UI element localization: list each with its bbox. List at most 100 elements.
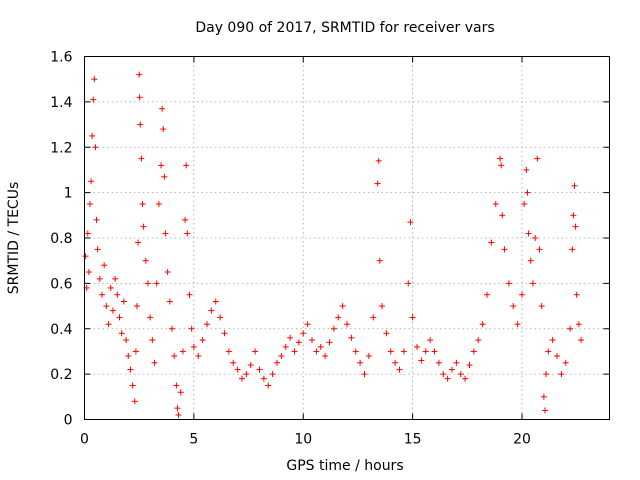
data-point <box>252 348 259 355</box>
data-point <box>243 371 250 378</box>
data-point <box>90 96 97 103</box>
data-point <box>177 389 184 396</box>
data-point <box>431 348 438 355</box>
data-point <box>387 348 394 355</box>
data-point <box>186 291 193 298</box>
data-point <box>239 375 245 382</box>
data-point <box>173 382 180 389</box>
data-point <box>188 325 195 332</box>
data-point <box>418 357 425 364</box>
data-point <box>309 337 315 344</box>
x-tick-label: 15 <box>404 432 422 448</box>
data-point <box>335 314 342 321</box>
data-point <box>142 257 149 264</box>
data-point <box>514 321 521 328</box>
data-point <box>93 216 100 223</box>
data-point <box>300 330 307 337</box>
data-point <box>379 303 385 310</box>
x-tick-label: 5 <box>189 432 198 448</box>
data-point <box>118 330 125 337</box>
data-point <box>166 298 173 305</box>
data-point <box>501 246 508 253</box>
data-point <box>136 94 143 101</box>
data-point <box>174 405 181 412</box>
data-point <box>317 343 324 350</box>
data-point <box>534 155 541 162</box>
data-point <box>195 352 202 359</box>
y-tick-label: 0.4 <box>50 322 72 338</box>
data-point <box>129 382 136 389</box>
y-tick-label: 1.6 <box>50 50 72 66</box>
data-point <box>365 352 372 359</box>
data-point <box>291 348 298 355</box>
data-point <box>123 337 130 344</box>
data-point <box>529 280 536 287</box>
data-point <box>400 348 407 355</box>
data-point <box>326 339 333 346</box>
data-point <box>352 348 359 355</box>
data-point <box>107 284 114 291</box>
tick-labels: 0 0.2 0.4 0.6 0.8 1 1.2 1.4 1.6 0 5 10 15 20 <box>50 50 531 448</box>
data-point <box>470 348 477 355</box>
data-point <box>444 375 451 382</box>
data-point <box>492 200 499 207</box>
data-point <box>339 303 346 310</box>
data-point <box>91 76 98 83</box>
data-point <box>521 200 528 207</box>
data-point <box>103 303 110 310</box>
data-point <box>409 314 416 321</box>
data-point <box>134 303 140 310</box>
data-point <box>132 348 139 355</box>
data-point <box>545 348 552 355</box>
data-point <box>247 362 254 369</box>
data-point <box>217 314 224 321</box>
data-points <box>82 71 585 418</box>
x-tick-label: 20 <box>513 432 531 448</box>
data-point <box>199 337 206 344</box>
y-tick-label: 0.8 <box>50 231 72 247</box>
data-point <box>462 375 469 382</box>
data-point <box>120 298 127 305</box>
data-point <box>525 230 532 237</box>
data-point <box>541 407 548 414</box>
data-point <box>499 212 506 219</box>
data-point <box>161 173 168 180</box>
x-axis-label: GPS time / hours <box>286 458 403 474</box>
data-point <box>523 166 530 173</box>
data-point <box>136 71 143 78</box>
data-point <box>414 343 420 350</box>
data-point <box>183 162 190 169</box>
data-point <box>361 371 368 378</box>
data-point <box>466 362 473 369</box>
data-point <box>392 359 399 366</box>
data-point <box>282 343 289 350</box>
data-point <box>313 348 320 355</box>
data-point <box>155 200 162 207</box>
data-point <box>427 337 434 344</box>
data-point <box>457 371 464 378</box>
data-point <box>269 371 276 378</box>
data-point <box>274 359 280 366</box>
data-point <box>536 246 543 253</box>
y-tick-label: 1.2 <box>50 140 72 156</box>
data-point <box>375 157 382 164</box>
data-point <box>140 223 147 230</box>
data-point <box>570 212 577 219</box>
data-point <box>484 291 490 298</box>
data-point <box>571 182 578 189</box>
data-point <box>322 352 329 359</box>
data-point <box>422 348 429 355</box>
data-point <box>139 200 146 207</box>
data-point <box>162 230 169 237</box>
data-point <box>84 230 91 237</box>
data-point <box>190 343 197 350</box>
chart-title: Day 090 of 2017, SRMTID for receiver var… <box>195 20 494 36</box>
data-point <box>101 262 108 269</box>
data-point <box>99 291 105 298</box>
grid-lines <box>84 56 610 420</box>
data-point <box>524 189 531 196</box>
data-point <box>82 253 89 260</box>
data-point <box>135 239 142 246</box>
data-point <box>204 321 210 328</box>
data-point <box>175 411 182 418</box>
